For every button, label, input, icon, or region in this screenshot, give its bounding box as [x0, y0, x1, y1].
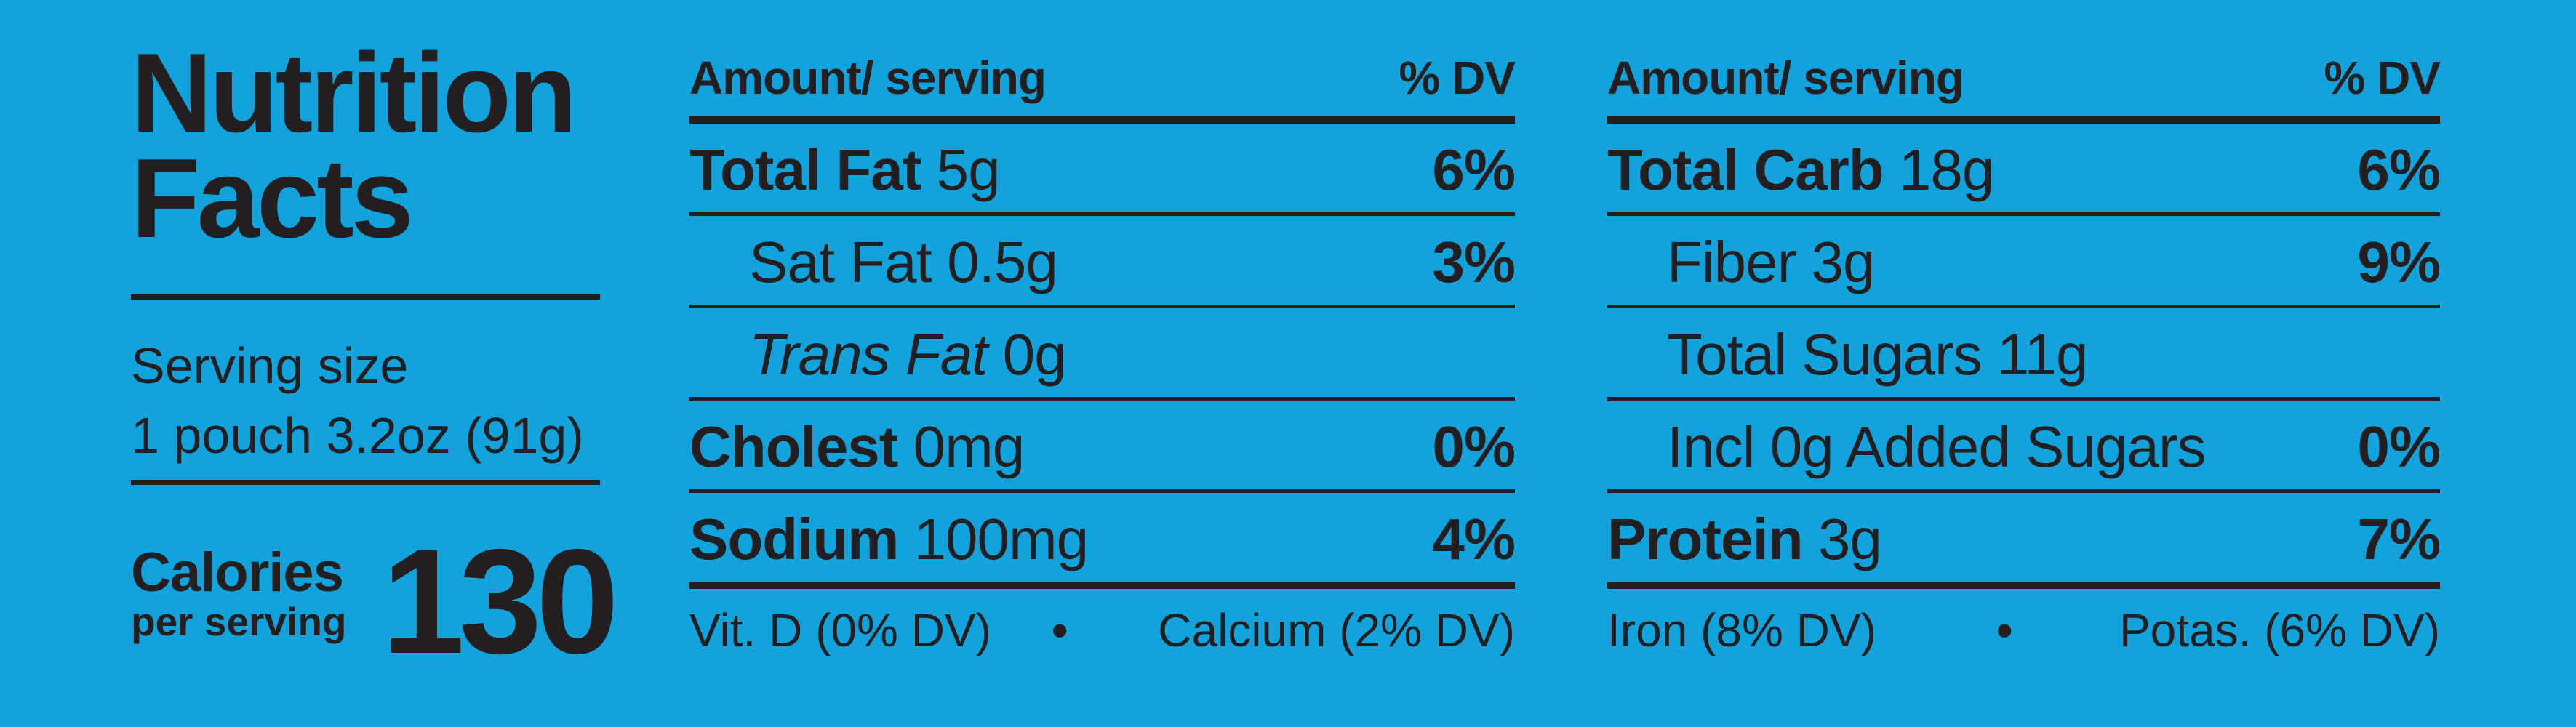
nutrient-dv: 4%	[1432, 507, 1516, 571]
divider	[689, 116, 1515, 124]
nutrient-dv: 6%	[1432, 137, 1516, 202]
footer-item: Vit. D (0% DV)	[689, 604, 991, 656]
nutrient-dv: 0%	[1432, 414, 1516, 479]
table-row: Protein 3g 7%	[1607, 493, 2441, 582]
table-row: Cholest 0mg 0%	[689, 401, 1516, 489]
calories-value: 130	[382, 518, 619, 685]
nutrient-name: Protein	[1607, 507, 1804, 571]
table-row: Sat Fat 0.5g 3%	[689, 216, 1516, 305]
divider	[131, 480, 600, 485]
table-row: Total Sugars 11g	[1607, 308, 2440, 397]
nutrient-dv: 3%	[1432, 230, 1516, 294]
table-row: Fiber 3g 9%	[1607, 216, 2441, 305]
nutrient-dv: 7%	[2357, 507, 2441, 571]
footer-separator: •	[1052, 604, 1068, 656]
table-row: Total Fat 5g 6%	[689, 124, 1516, 212]
nutrient-amount: 0.5g	[947, 230, 1058, 294]
footer-item: Potas. (6% DV)	[2119, 604, 2440, 656]
nutrient-amount: 11g	[1996, 322, 2089, 387]
nutrition-facts-title: Nutrition Facts	[131, 30, 611, 261]
table-row: Sodium 100mg 4%	[689, 493, 1516, 582]
nutrient-amount: 0g	[1002, 322, 1067, 387]
calories-sublabel: per serving	[131, 599, 347, 644]
mineral-footer: Iron (8% DV) • Potas. (6% DV)	[1607, 589, 2440, 662]
divider	[689, 305, 1515, 308]
footer-item: Iron (8% DV)	[1607, 604, 1876, 656]
nutrient-name: Cholest	[689, 414, 898, 479]
divider	[1607, 305, 2440, 308]
divider	[689, 397, 1515, 401]
footer-item: Calcium (2% DV)	[1158, 604, 1515, 656]
serving-size-label: Serving size	[131, 337, 409, 394]
divider	[1607, 212, 2440, 216]
divider	[1607, 489, 2440, 493]
serving-size-value: 1 pouch 3.2oz (91g)	[131, 407, 584, 464]
table-row: Trans Fat 0g	[689, 308, 1515, 397]
nutrient-dv: 6%	[2357, 137, 2441, 202]
nutrient-amount: 18g	[1898, 137, 1994, 202]
serving-size: Serving size 1 pouch 3.2oz (91g)	[131, 331, 584, 470]
nutrient-name: Sodium	[689, 507, 899, 571]
nutrient-table-left: Amount/ serving % DV Total Fat 5g 6% Sat…	[689, 44, 1516, 662]
divider	[689, 212, 1515, 216]
header-amount: Amount/ serving	[1607, 52, 1964, 104]
header-amount: Amount/ serving	[689, 52, 1047, 104]
divider	[689, 582, 1515, 589]
divider	[1607, 582, 2440, 589]
vitamin-footer: Vit. D (0% DV) • Calcium (2% DV)	[689, 589, 1515, 662]
divider	[1607, 397, 2440, 401]
nutrient-amount: 3g	[1811, 230, 1876, 294]
nutrient-amount: 100mg	[913, 507, 1089, 571]
divider	[689, 489, 1515, 493]
divider	[1607, 116, 2440, 124]
title-line-2: Facts	[131, 135, 414, 261]
nutrient-name: Sat Fat	[749, 230, 932, 294]
header-dv: % DV	[1399, 52, 1516, 104]
nutrient-dv: 0%	[2357, 414, 2441, 479]
nutrient-name: Total Carb	[1607, 137, 1884, 202]
nutrient-name: Total Sugars	[1667, 322, 1983, 387]
header-dv: % DV	[2324, 52, 2441, 104]
nutrient-amount: 5g	[936, 137, 1001, 202]
nutrient-table-right: Amount/ serving % DV Total Carb 18g 6% F…	[1607, 44, 2441, 662]
nutrient-amount: 3g	[1817, 507, 1882, 571]
nutrient-name: Trans Fat	[749, 322, 988, 387]
title-line-1: Nutrition	[131, 30, 577, 156]
table-row: Incl 0g Added Sugars 0%	[1607, 401, 2441, 489]
nutrient-name: Incl 0g Added Sugars	[1667, 414, 2207, 479]
table-header: Amount/ serving % DV	[689, 44, 1516, 116]
nutrient-name: Fiber	[1667, 230, 1796, 294]
footer-separator: •	[1996, 604, 2013, 656]
table-row: Total Carb 18g 6%	[1607, 124, 2441, 212]
calories-label-text: Calories	[131, 542, 344, 603]
table-header: Amount/ serving % DV	[1607, 44, 2441, 116]
nutrient-amount: 0mg	[913, 414, 1025, 479]
divider	[131, 294, 600, 300]
nutrient-name: Total Fat	[689, 137, 921, 202]
nutrient-dv: 9%	[2357, 230, 2441, 294]
calories-label: Calories per serving	[131, 545, 347, 642]
